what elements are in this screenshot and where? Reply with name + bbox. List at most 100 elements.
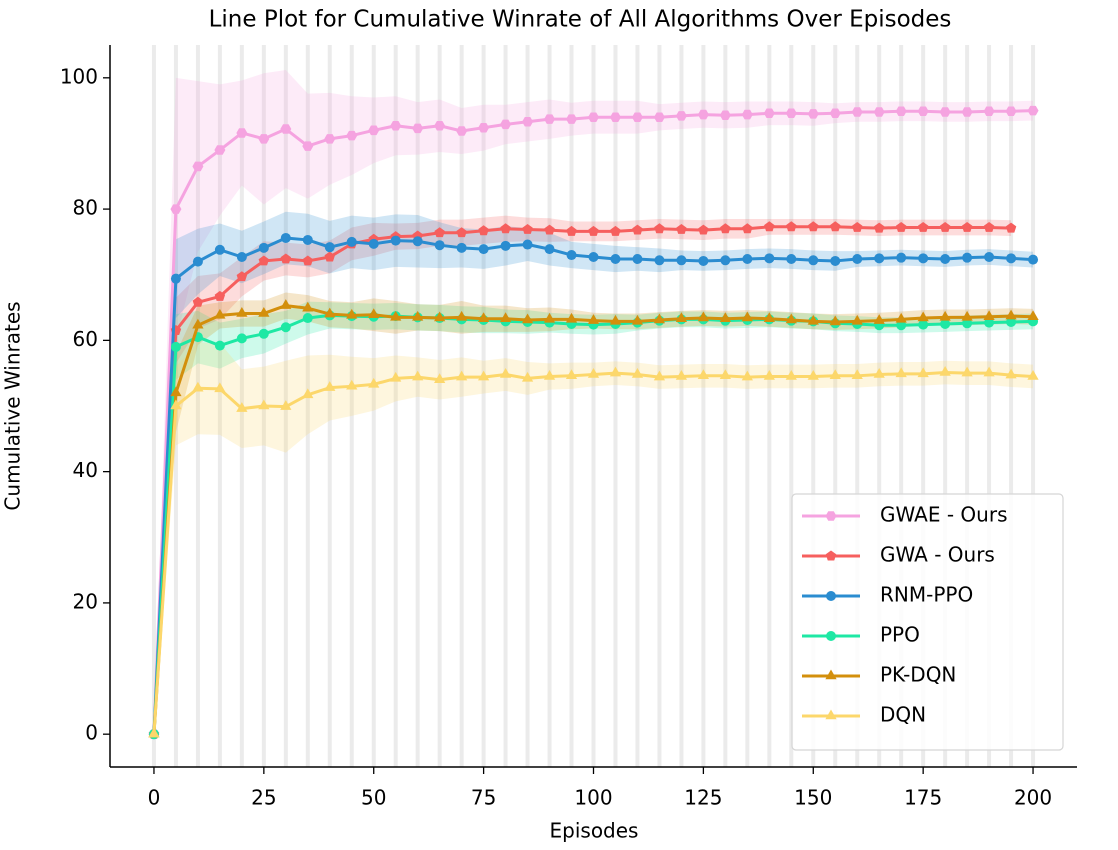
marker	[1027, 105, 1039, 116]
marker	[632, 253, 643, 264]
marker	[697, 109, 709, 120]
x-tick-label: 200	[1014, 786, 1052, 810]
marker	[588, 112, 599, 122]
marker	[324, 251, 335, 262]
marker	[170, 341, 181, 352]
marker	[918, 253, 929, 264]
x-tick-label: 175	[904, 786, 942, 810]
marker	[654, 255, 665, 266]
marker	[1006, 253, 1017, 264]
marker	[742, 223, 753, 234]
marker	[720, 223, 731, 234]
marker	[829, 369, 841, 380]
marker	[214, 340, 225, 351]
marker	[346, 308, 358, 319]
marker	[522, 117, 534, 127]
marker	[1005, 309, 1017, 320]
marker	[653, 370, 666, 381]
marker	[763, 369, 775, 380]
y-tick-label: 60	[73, 327, 98, 351]
marker	[895, 221, 907, 232]
marker	[939, 221, 951, 232]
marker	[610, 225, 621, 236]
marker	[676, 255, 687, 266]
marker	[565, 312, 578, 323]
legend-label: PK-DQN	[880, 663, 956, 687]
marker	[412, 236, 423, 247]
legend-marker	[825, 511, 837, 521]
marker	[522, 239, 533, 250]
marker	[675, 312, 688, 322]
marker	[918, 319, 929, 330]
marker	[587, 314, 600, 324]
marker	[675, 111, 687, 121]
marker	[874, 253, 885, 264]
marker	[214, 145, 226, 155]
y-tick-label: 0	[85, 721, 98, 745]
marker	[587, 367, 600, 378]
marker	[346, 236, 357, 247]
marker	[786, 253, 797, 264]
marker	[280, 124, 292, 134]
marker	[720, 255, 731, 266]
marker	[280, 299, 292, 309]
marker	[258, 255, 270, 266]
legend-label: RNM-PPO	[880, 583, 973, 607]
marker	[940, 318, 951, 329]
marker	[719, 312, 731, 322]
marker	[719, 110, 731, 120]
marker	[368, 238, 379, 249]
marker	[741, 370, 753, 381]
legend-label: GWA - Ours	[880, 543, 995, 567]
marker	[302, 301, 314, 312]
marker	[456, 310, 468, 321]
marker	[170, 273, 181, 284]
marker	[984, 252, 995, 263]
y-tick-label: 80	[73, 196, 98, 220]
marker	[983, 366, 995, 377]
marker	[852, 221, 863, 232]
marker	[456, 227, 467, 238]
marker	[1027, 310, 1039, 320]
legend-marker	[826, 631, 836, 641]
marker	[368, 125, 380, 136]
marker	[917, 221, 929, 232]
marker	[192, 381, 204, 392]
chart-title: Line Plot for Cumulative Winrate of All …	[209, 7, 952, 33]
marker	[412, 123, 424, 134]
marker	[500, 223, 511, 234]
marker	[280, 322, 291, 333]
marker	[830, 221, 841, 232]
legend-marker	[825, 709, 837, 720]
marker	[654, 223, 665, 234]
y-tick-label: 40	[73, 458, 98, 482]
marker	[522, 223, 533, 234]
marker	[566, 250, 577, 261]
marker	[477, 370, 490, 381]
marker	[192, 161, 204, 172]
marker	[895, 367, 907, 378]
marker	[961, 107, 973, 117]
marker	[390, 310, 402, 321]
marker	[851, 369, 863, 380]
x-tick-label: 75	[471, 786, 496, 810]
marker	[1005, 106, 1017, 117]
marker	[808, 255, 819, 266]
marker	[1005, 368, 1017, 379]
marker	[742, 253, 753, 264]
x-tick-label: 0	[148, 786, 161, 810]
y-tick-label: 100	[60, 64, 98, 88]
marker	[302, 388, 314, 399]
marker	[829, 108, 841, 119]
marker	[500, 240, 511, 251]
marker	[1028, 254, 1039, 265]
marker	[939, 310, 951, 321]
marker	[499, 367, 512, 378]
marker	[499, 312, 512, 322]
marker	[258, 399, 270, 410]
legend-label: DQN	[880, 703, 926, 727]
marker	[434, 227, 445, 238]
y-axis-label: Cumulative Winrates	[1, 301, 25, 510]
marker	[939, 366, 951, 376]
marker	[895, 106, 907, 117]
